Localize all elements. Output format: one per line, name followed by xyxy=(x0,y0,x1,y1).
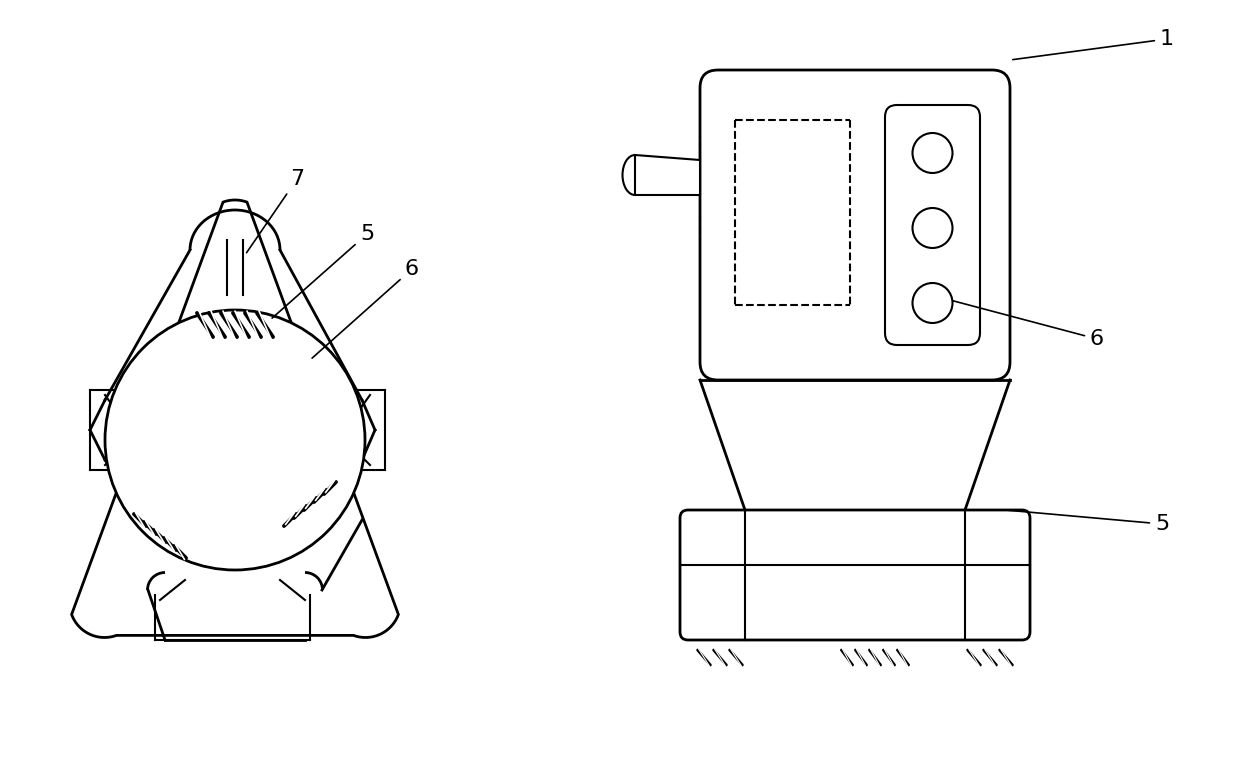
Text: 7: 7 xyxy=(247,169,304,253)
Circle shape xyxy=(913,133,952,173)
Polygon shape xyxy=(72,200,398,638)
FancyBboxPatch shape xyxy=(680,510,1030,640)
Text: 5: 5 xyxy=(272,224,374,318)
Text: 6: 6 xyxy=(312,259,419,358)
FancyBboxPatch shape xyxy=(885,105,980,345)
Text: 5: 5 xyxy=(1008,510,1169,534)
Circle shape xyxy=(913,283,952,323)
FancyBboxPatch shape xyxy=(701,70,1011,380)
Polygon shape xyxy=(635,155,701,195)
Circle shape xyxy=(913,208,952,248)
Circle shape xyxy=(105,310,365,570)
Text: 6: 6 xyxy=(952,301,1104,349)
Text: 1: 1 xyxy=(1013,29,1174,60)
